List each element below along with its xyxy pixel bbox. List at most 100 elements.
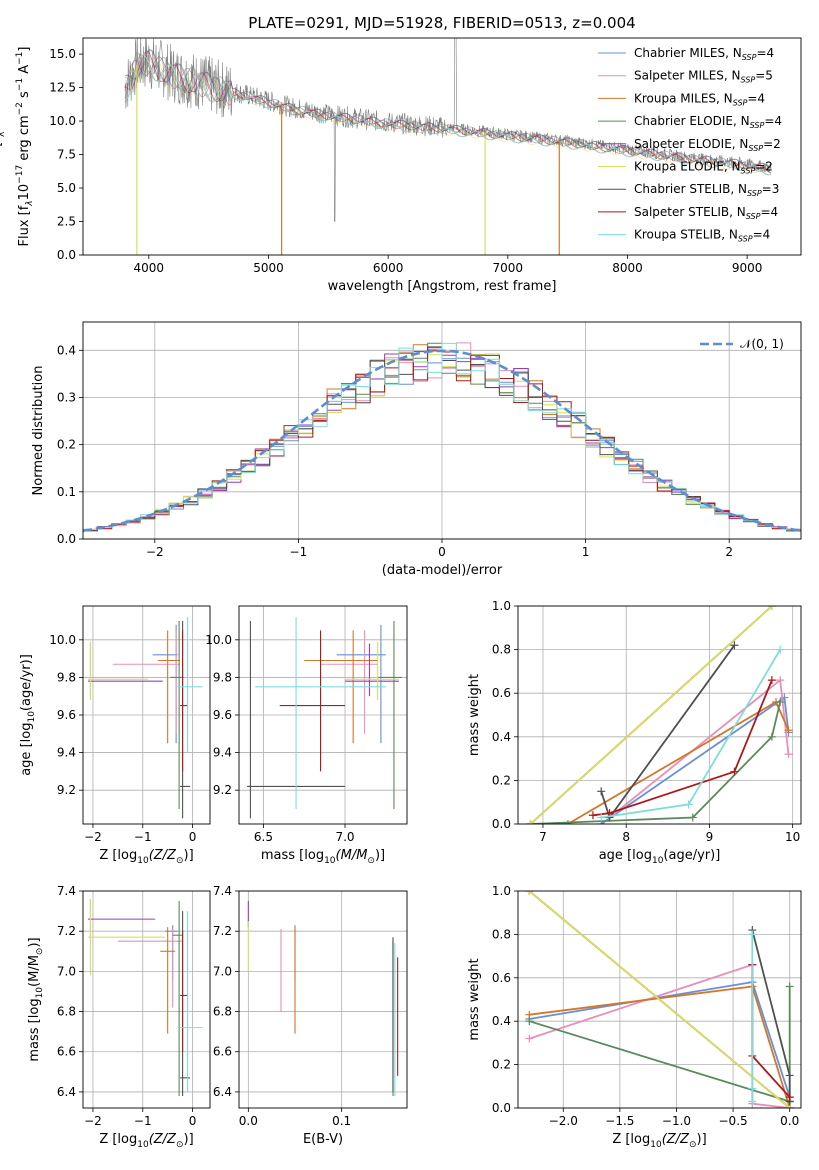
x-tick-label: −1.5 — [605, 1114, 634, 1128]
y-axis-label: Normed distribution — [31, 366, 46, 496]
plot-area — [83, 342, 801, 532]
weight-marker — [748, 1084, 757, 1093]
y-tick-label: 7.0 — [57, 964, 76, 978]
x-tick-label: −1 — [290, 545, 308, 559]
weight-marker — [748, 930, 757, 939]
legend-label: Salpeter STELIB, NSSP=4 — [634, 205, 778, 221]
weight-marker — [767, 732, 776, 741]
weight-marker — [785, 1093, 794, 1102]
x-axis-label: Z [log10(Z/Z⊙)] — [99, 1132, 193, 1150]
x-tick-label: 9 — [706, 830, 714, 844]
x-axis-label: mass [log10(M/M⊙)] — [261, 848, 385, 866]
weight-marker — [526, 820, 535, 824]
metallicity-mass-plot: −2 −1 0 6.4 6.6 6.8 7.0 7.2 7.4 Z [log10(Z/Z⊙)] ma… — [27, 884, 211, 1150]
axes-frame — [517, 605, 802, 825]
plot-area — [525, 891, 794, 1108]
y-tick-label: 0.4 — [57, 343, 76, 357]
extinction-mass-plot: 0.0 0.1 6.4 6.6 6.8 7.0 7.2 7.4 E(B-V) — [213, 884, 408, 1147]
legend-label: Salpeter ELODIE, NSSP=2 — [634, 137, 781, 153]
y-axis-label: mass weight — [467, 674, 482, 756]
weight-marker — [776, 645, 785, 654]
y-tick-label: 0.1 — [57, 485, 76, 499]
y-tick-label: 0.2 — [57, 438, 76, 452]
x-tick-label: 6000 — [373, 261, 404, 275]
x-tick-label: −0.5 — [719, 1114, 748, 1128]
weight-marker — [730, 641, 739, 650]
y-tick-label: 9.6 — [57, 708, 76, 722]
weight-marker — [525, 891, 534, 895]
x-tick-label: 2 — [725, 545, 733, 559]
normal-curve — [83, 349, 801, 532]
residuals-histogram: −2 −1 0 1 2 0.0 0.1 0.2 0.3 0.4 (data-model)/error… — [31, 321, 802, 578]
legend-label: Kroupa ELODIE, NSSP=2 — [634, 160, 773, 176]
y-axis-label: mass weight — [467, 958, 482, 1040]
y-axis-label: age [log10(age/yr)] — [19, 654, 37, 776]
y-tick-label: 7.2 — [57, 924, 76, 938]
grid — [83, 606, 210, 824]
legend-label: Kroupa MILES, NSSP=4 — [634, 91, 765, 107]
x-axis-label: Z [log10(Z/Z⊙)] — [99, 848, 193, 866]
y-tick-label: 6.6 — [213, 1045, 232, 1059]
weight-marker — [597, 787, 606, 796]
x-tick-label: 5000 — [253, 261, 284, 275]
y-tick-label: 9.8 — [213, 670, 232, 684]
x-tick-label: −1 — [134, 1114, 152, 1128]
plot-area — [247, 901, 399, 1096]
y-tick-label: 0.8 — [492, 643, 511, 657]
weight-line-3 — [529, 986, 791, 1103]
x-tick-label: −1.0 — [662, 1114, 691, 1128]
y-tick-label: 9.4 — [57, 746, 76, 760]
y-tick-label: 9.2 — [213, 783, 232, 797]
y-tick-label: 0.0 — [492, 817, 511, 831]
weight-marker — [563, 820, 572, 824]
y-axis-label: Flux [fλ10−17 erg cm−2 s−1 A−1] — [15, 47, 35, 247]
y-tick-label: 0.2 — [492, 773, 511, 787]
weight-marker — [748, 1097, 757, 1106]
axes-frame — [238, 890, 408, 1109]
y-tick-label: 0.3 — [57, 390, 76, 404]
weight-line-7 — [592, 679, 773, 817]
weight-marker — [525, 1017, 534, 1026]
weight-line-6 — [600, 644, 736, 820]
weight-marker — [588, 811, 597, 820]
x-axis-label: wavelength [Angstrom, rest frame] — [328, 279, 557, 294]
weight-marker — [597, 813, 606, 822]
x-axis-label: age [log10(age/yr)] — [599, 848, 721, 866]
x-tick-label: 7000 — [493, 261, 524, 275]
y-tick-label: 0.8 — [492, 927, 511, 941]
x-tick-label: −2 — [84, 830, 102, 844]
metallicity-age-plot: −2 −1 0 9.2 9.4 9.6 9.8 10.0 Z [log10(Z/Z⊙)] age … — [19, 605, 211, 866]
y-tick-label: 7.4 — [213, 884, 232, 898]
x-axis-label: Z [log10(Z/Z⊙)] — [612, 1132, 706, 1150]
y-tick-label: 7.2 — [213, 924, 232, 938]
axes-frame — [82, 890, 211, 1109]
weight-marker — [784, 726, 793, 735]
axes-frame — [82, 37, 802, 256]
weight-marker — [785, 1071, 794, 1080]
weight-marker — [684, 800, 693, 809]
y-tick-label: 6.4 — [57, 1085, 76, 1099]
legend-label: Chabrier ELODIE, NSSP=4 — [634, 114, 782, 130]
weight-line-0 — [600, 696, 790, 824]
x-tick-label: 0.0 — [780, 1114, 799, 1128]
y-tick-label: 7.0 — [213, 964, 232, 978]
y-tick-label: 0.0 — [492, 1101, 511, 1115]
spectrum-legend: Chabrier MILES, NSSP=4 Salpeter MILES, NS… — [598, 46, 782, 244]
x-tick-label: −2 — [84, 1114, 102, 1128]
weight-line-5 — [529, 606, 773, 824]
plot-area — [247, 617, 403, 819]
age-mass-weight-plot: 7 8 9 10 0.0 0.2 0.4 0.6 0.8 1.0 age [log10(age/yr… — [467, 599, 802, 866]
legend-label: Chabrier MILES, NSSP=4 — [634, 46, 774, 62]
y-tick-label: 0.0 — [57, 248, 76, 262]
y-tick-label: 0.2 — [492, 1058, 511, 1072]
weight-line-1 — [609, 678, 790, 819]
legend-label: Salpeter MILES, NSSP=5 — [634, 69, 773, 85]
y-tick-label: 0.0 — [57, 532, 76, 546]
x-tick-label: 7.0 — [335, 830, 354, 844]
weight-marker — [525, 1034, 534, 1043]
mass-age-plot: 6.5 7.0 9.2 9.4 9.6 9.8 10.0 mass [log10(M/M⊙)] — [205, 605, 408, 866]
histogram-8 — [83, 342, 801, 531]
y-tick-label: 0.6 — [492, 686, 511, 700]
y-tick-label: 10.0 — [49, 633, 76, 647]
